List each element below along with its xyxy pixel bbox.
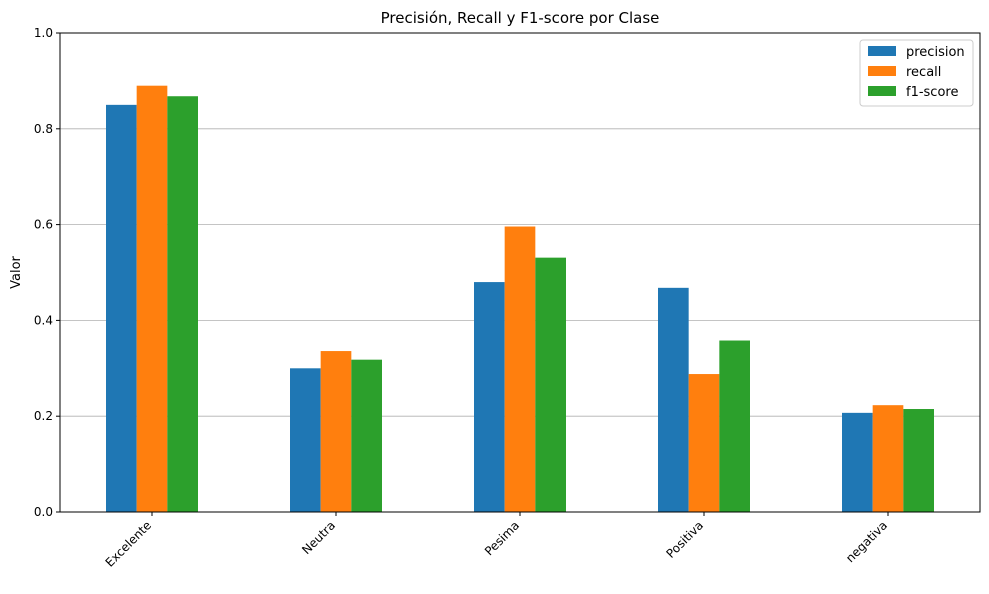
bar-recall-Positiva bbox=[688, 374, 720, 512]
legend-swatch-precision bbox=[868, 46, 896, 56]
bar-precision-negativa bbox=[842, 412, 873, 512]
y-tick-label: 0.6 bbox=[34, 218, 53, 232]
legend-label-recall[interactable]: recall bbox=[906, 65, 941, 80]
bar-precision-Excelente bbox=[106, 104, 137, 512]
legend-label-f1-score[interactable]: f1-score bbox=[906, 85, 958, 100]
bar-f1-score-Excelente bbox=[167, 96, 198, 512]
legend-label-precision[interactable]: precision bbox=[906, 45, 965, 60]
bar-precision-Positiva bbox=[658, 287, 689, 512]
bar-recall-Pesima bbox=[504, 226, 536, 513]
bar-f1-score-negativa bbox=[903, 409, 934, 512]
bar-precision-Neutra bbox=[290, 368, 321, 512]
legend-swatch-recall bbox=[868, 66, 896, 76]
y-tick-label: 0.4 bbox=[34, 313, 53, 327]
chart-title: Precisión, Recall y F1-score por Clase bbox=[381, 9, 660, 27]
x-tick-label: Neutra bbox=[299, 518, 338, 557]
legend-swatch-f1-score bbox=[868, 86, 896, 96]
bar-recall-Excelente bbox=[136, 85, 168, 512]
bar-f1-score-Positiva bbox=[719, 340, 750, 512]
y-tick-label: 0.8 bbox=[34, 122, 53, 136]
bar-f1-score-Neutra bbox=[351, 359, 382, 512]
x-axis: Excelente Neutra Pesima Positiva negativa bbox=[103, 512, 890, 570]
y-tick-label: 0.0 bbox=[34, 505, 53, 519]
y-axis: 0.0 0.2 0.4 0.6 0.8 1.0 bbox=[34, 26, 60, 519]
y-tick-label: 1.0 bbox=[34, 26, 53, 40]
legend[interactable]: precision recall f1-score bbox=[859, 39, 974, 107]
x-tick-label: Excelente bbox=[103, 518, 155, 570]
bar-precision-Pesima bbox=[474, 282, 505, 512]
y-tick-label: 0.2 bbox=[34, 409, 53, 423]
bar-recall-Neutra bbox=[320, 351, 352, 512]
bar-recall-negativa bbox=[872, 405, 904, 512]
bar-f1-score-Pesima bbox=[535, 257, 566, 512]
x-tick-label: negativa bbox=[843, 518, 890, 565]
bars bbox=[106, 85, 934, 513]
y-axis-title: Valor bbox=[9, 255, 24, 288]
x-tick-label: Pesima bbox=[482, 518, 522, 558]
x-tick-label: Positiva bbox=[664, 518, 707, 561]
